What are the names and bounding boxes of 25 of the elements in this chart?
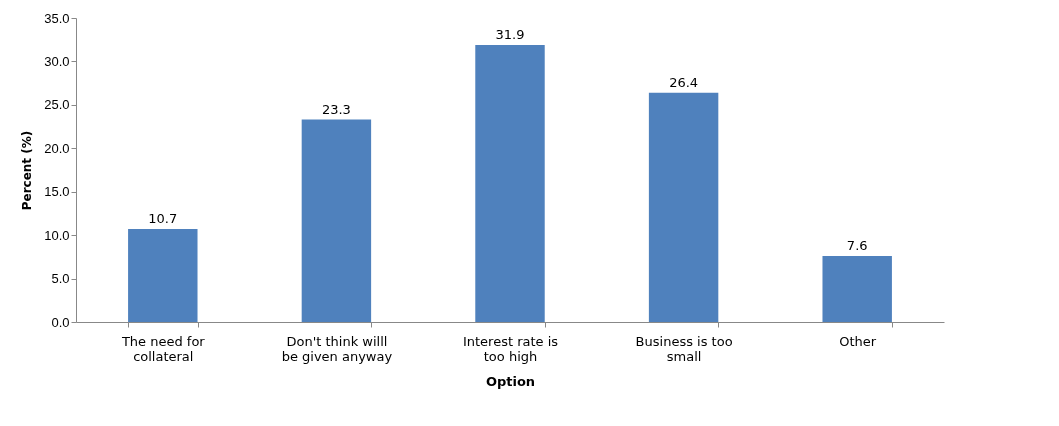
y-tick-label: 20.0 [44,140,70,156]
bar [475,44,545,322]
y-tick-label: 25.0 [44,97,70,113]
x-tick-label: Business is too small [635,333,733,364]
x-axis-title: Option [485,373,536,389]
bar [822,255,892,322]
x-tick-label: Other [839,333,877,349]
y-tick-label: 35.0 [44,10,70,26]
bar [301,119,372,322]
data-label: 7.6 [846,237,868,253]
x-tick-label: Don't think willl be given anyway [281,333,393,364]
data-label: 31.9 [495,26,525,42]
y-axis-title: Percent (%) [20,130,35,211]
y-tick-label: 15.0 [44,184,70,200]
data-label: 26.4 [669,74,699,90]
y-tick-label: 30.0 [44,53,70,69]
y-tick-label: 0.0 [51,314,70,330]
y-tick-label: 10.0 [44,227,70,243]
data-label: 10.7 [148,211,178,227]
x-tick-label: The need for collateral [120,333,206,364]
bar [648,92,719,322]
y-tick-label: 5.0 [51,271,70,287]
bar [128,229,198,322]
x-tick-label: Interest rate is too high [462,333,559,364]
data-label: 23.3 [321,101,351,117]
